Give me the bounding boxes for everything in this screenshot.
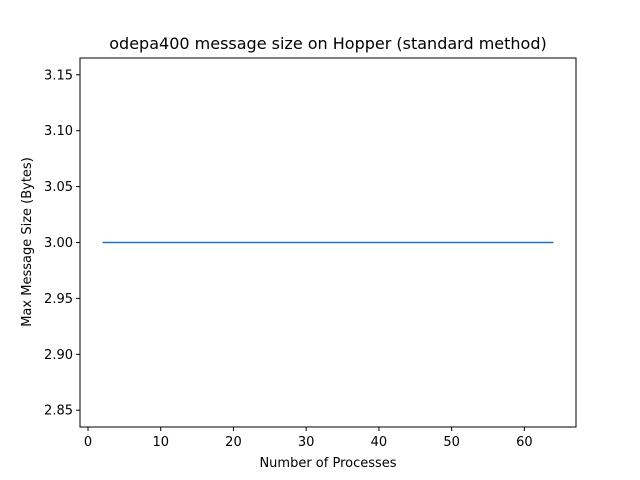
- y-axis: 2.85 2.90 2.95 3.00 3.05 3.10 3.15: [44, 68, 80, 419]
- y-tick-label: 3.15: [44, 68, 73, 83]
- x-tick-label: 40: [371, 435, 388, 450]
- x-tick-label: 30: [298, 435, 315, 450]
- y-tick-label: 2.90: [44, 348, 73, 363]
- y-tick-label: 2.95: [44, 292, 73, 307]
- x-tick-label: 50: [443, 435, 460, 450]
- x-axis-label: Number of Processes: [259, 456, 396, 471]
- y-tick-label: 2.85: [44, 404, 73, 419]
- x-tick-label: 60: [516, 435, 533, 450]
- chart-title: odepa400 message size on Hopper (standar…: [109, 34, 546, 53]
- x-tick-label: 20: [225, 435, 242, 450]
- y-tick-label: 3.00: [44, 236, 73, 251]
- y-tick-label: 3.05: [44, 180, 73, 195]
- x-tick-label: 10: [152, 435, 169, 450]
- x-tick-label: 0: [84, 435, 92, 450]
- x-axis: 0 10 20 30 40 50 60: [84, 427, 533, 450]
- y-axis-label: Max Message Size (Bytes): [20, 157, 35, 327]
- y-tick-label: 3.10: [44, 124, 73, 139]
